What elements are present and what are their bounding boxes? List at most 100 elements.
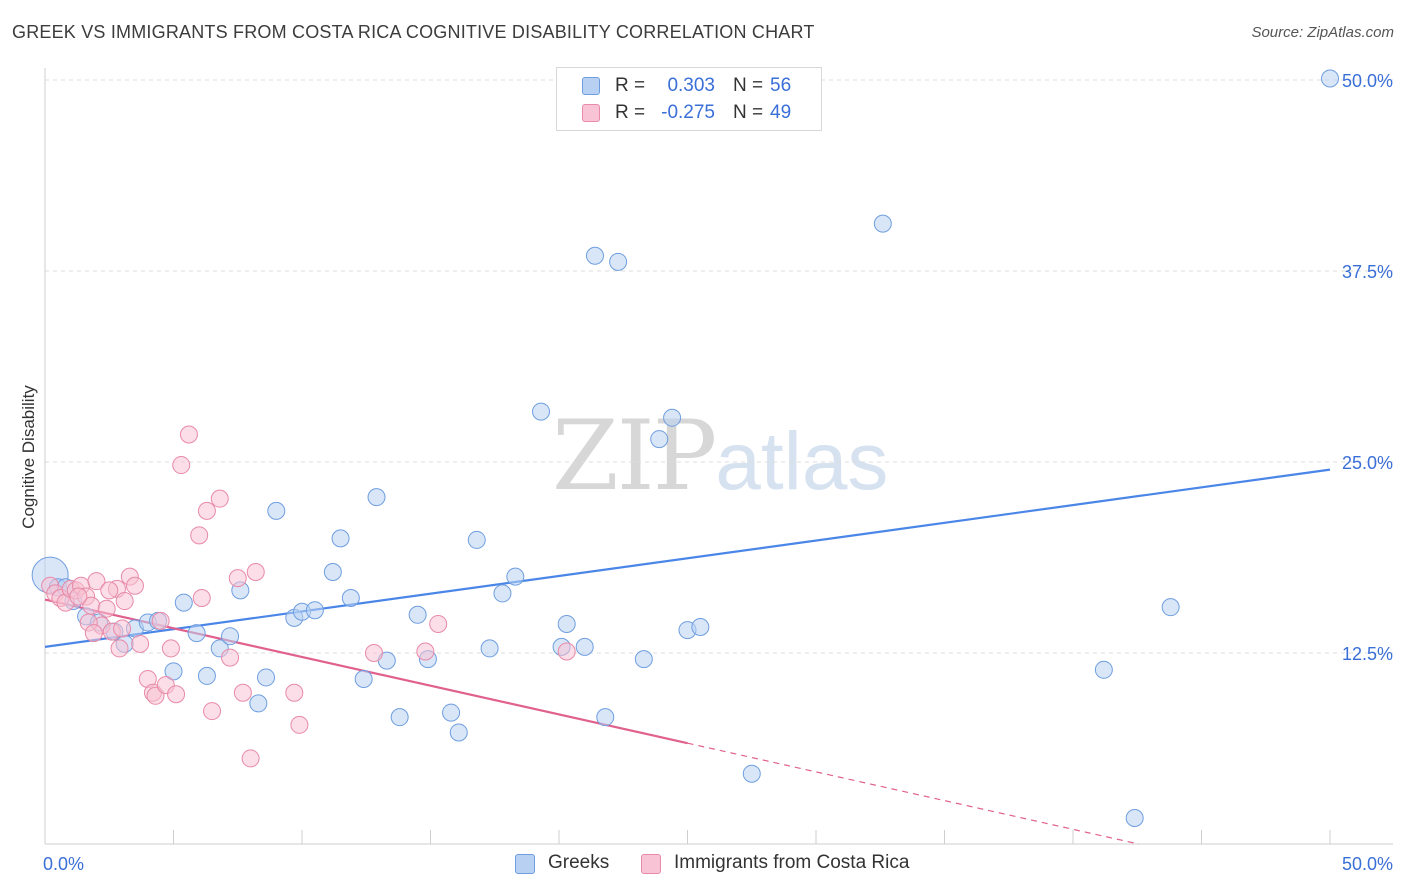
greeks-point xyxy=(467,530,486,549)
costa-rica-point xyxy=(210,489,229,508)
greeks-point xyxy=(532,402,551,421)
costa-rica-point xyxy=(125,576,144,595)
costa-rica-point xyxy=(197,501,216,520)
greeks-point xyxy=(493,584,512,603)
n-value: 49 xyxy=(770,102,792,123)
greeks-point xyxy=(1321,69,1339,88)
axes xyxy=(44,68,1393,845)
costa-rica-point xyxy=(131,634,150,653)
greeks-point xyxy=(480,639,499,658)
costa-rica-point xyxy=(285,683,304,702)
y-axis-label: Cognitive Disability xyxy=(19,385,38,529)
greeks-point xyxy=(331,529,350,548)
costa-rica-point xyxy=(233,683,252,702)
greeks-point xyxy=(408,605,427,624)
greeks-point xyxy=(267,501,286,520)
greeks-point xyxy=(367,488,386,507)
costa-rica-legend-label: Immigrants from Costa Rica xyxy=(674,852,910,873)
greeks-point xyxy=(390,708,409,727)
data-points xyxy=(31,69,1339,828)
greeks-point xyxy=(323,563,342,582)
watermark: ZIPatlas xyxy=(552,400,888,512)
r-value: -0.275 xyxy=(661,102,715,123)
greeks-point xyxy=(691,618,710,637)
tick-labels: 12.5% 25.0% 37.5% 50.0% 0.0% 50.0% Cognitive D… xyxy=(19,71,1393,874)
greeks-trend-line xyxy=(44,468,1331,648)
costa-rica-point xyxy=(190,526,209,545)
greeks-point xyxy=(575,637,594,656)
costa-rica-point xyxy=(115,592,134,611)
greeks-point xyxy=(1125,809,1144,828)
n-label: N = xyxy=(733,102,764,123)
greeks-point xyxy=(742,764,761,783)
costa-rica-point xyxy=(290,715,309,734)
costa-rica-point xyxy=(228,569,247,588)
greeks-point xyxy=(609,252,628,271)
greeks-point xyxy=(873,214,892,233)
costa-rica-point xyxy=(557,642,576,661)
costa-rica-point xyxy=(172,456,191,475)
y-tick-label: 25.0% xyxy=(1342,453,1393,473)
greeks-point xyxy=(506,567,525,586)
costa-rica-point xyxy=(203,702,222,721)
greeks-swatch xyxy=(582,77,600,95)
costa-rica-point xyxy=(364,644,383,662)
correlation-legend: R = 0.303 N = 56 R = -0.275 N = 49 xyxy=(556,67,822,131)
costa-rica-point xyxy=(167,685,186,704)
x-tick-label: 0.0% xyxy=(43,854,84,874)
greeks-point xyxy=(442,703,461,722)
greeks-point xyxy=(1161,598,1180,617)
r-label: R = xyxy=(615,102,646,123)
costa-rica-point xyxy=(100,581,119,600)
y-tick-label: 37.5% xyxy=(1342,262,1393,282)
costa-rica-point xyxy=(84,624,103,643)
y-tick-label: 12.5% xyxy=(1342,644,1393,664)
greeks-point xyxy=(596,708,615,727)
costa-rica-point xyxy=(241,749,260,768)
costa-rica-point xyxy=(179,425,198,444)
costa-rica-point xyxy=(246,563,265,582)
greeks-point xyxy=(257,668,276,687)
greeks-point xyxy=(354,669,373,688)
r-value: 0.303 xyxy=(667,75,715,96)
x-tick-label: 50.0% xyxy=(1342,854,1393,874)
greeks-point xyxy=(305,601,324,620)
costa-rica-point xyxy=(192,588,211,607)
costa-rica-point xyxy=(87,572,106,591)
greeks-point xyxy=(449,723,468,742)
legend-row-costa-rica: R = -0.275 N = 49 xyxy=(557,100,821,127)
costa-rica-swatch xyxy=(582,104,600,122)
greeks-point xyxy=(663,408,682,427)
greeks-point xyxy=(1094,660,1113,679)
greeks-legend-label: Greeks xyxy=(548,852,610,873)
n-label: N = xyxy=(733,75,764,96)
source-credit: Source: ZipAtlas.com xyxy=(1251,24,1394,41)
greeks-point xyxy=(164,662,183,681)
greeks-point xyxy=(341,588,360,607)
costa-rica-point xyxy=(113,619,132,638)
greeks-point xyxy=(197,666,216,685)
greeks-point xyxy=(174,593,193,612)
costa-rica-point xyxy=(97,599,116,618)
greeks-legend-swatch xyxy=(515,854,535,874)
costa-rica-point xyxy=(161,639,180,658)
greeks-point xyxy=(585,246,604,265)
n-value: 56 xyxy=(770,75,792,96)
y-tick-label: 50.0% xyxy=(1342,71,1393,91)
greeks-point xyxy=(557,614,576,633)
grid-lines xyxy=(45,79,1393,654)
costa-rica-legend-swatch xyxy=(641,854,661,874)
greeks-point xyxy=(634,650,653,669)
greeks-point xyxy=(650,430,669,449)
greeks-point xyxy=(187,624,206,643)
costa-rica-point xyxy=(69,587,88,606)
costa-rica-point xyxy=(416,642,435,661)
costa-rica-point xyxy=(151,611,170,630)
watermark-zip: ZIP xyxy=(552,400,717,512)
chart-title: GREEK VS IMMIGRANTS FROM COSTA RICA COGN… xyxy=(12,22,815,42)
costa-rica-point xyxy=(429,614,448,633)
greeks-point xyxy=(249,694,268,713)
costa-rica-point xyxy=(221,648,240,667)
legend-row-greeks: R = 0.303 N = 56 xyxy=(557,73,821,100)
